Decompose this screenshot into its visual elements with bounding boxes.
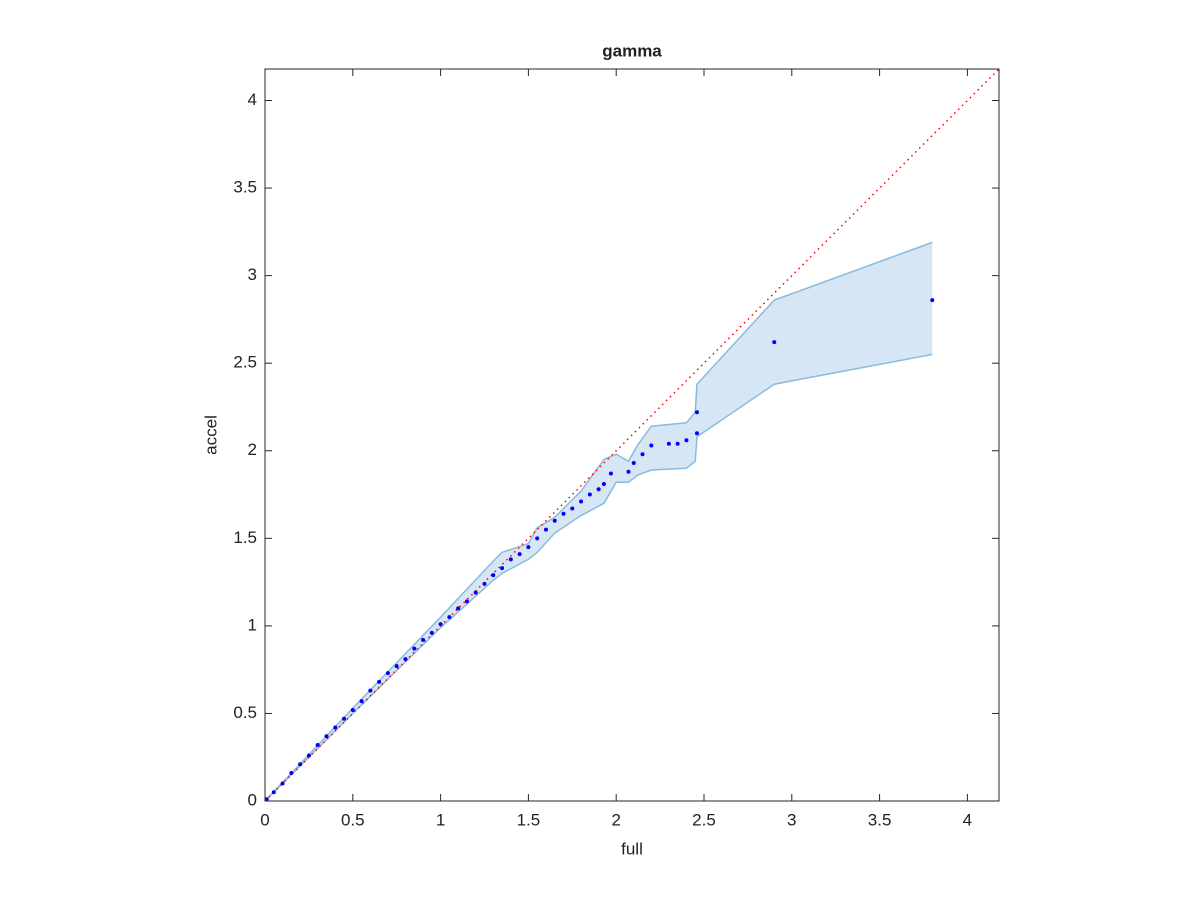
x-tick-label: 2.5: [692, 810, 716, 829]
point: [298, 762, 303, 767]
x-tick-label: 1.5: [517, 810, 541, 829]
point: [324, 734, 329, 739]
point: [649, 443, 654, 448]
y-tick-label: 3: [248, 265, 257, 284]
point: [601, 482, 606, 487]
x-tick-label: 2: [611, 810, 620, 829]
point: [543, 527, 548, 532]
point: [596, 487, 601, 492]
y-tick-label: 0: [248, 790, 257, 809]
point: [772, 340, 777, 345]
band-area: [265, 242, 933, 802]
y-tick-label: 3.5: [233, 178, 257, 197]
chart-title: gamma: [602, 41, 662, 60]
point: [264, 797, 269, 802]
point: [456, 606, 461, 611]
x-tick-label: 0: [260, 810, 269, 829]
point: [684, 438, 689, 443]
y-tick-label: 2: [248, 440, 257, 459]
point: [473, 590, 478, 595]
point: [394, 664, 399, 669]
point: [333, 725, 338, 730]
point: [271, 790, 276, 795]
point: [508, 557, 513, 562]
x-tick-label: 0.5: [341, 810, 365, 829]
point: [517, 552, 522, 557]
point: [289, 770, 294, 775]
point: [306, 753, 311, 758]
point: [464, 599, 469, 604]
point: [438, 622, 443, 627]
point: [368, 688, 373, 693]
point: [535, 536, 540, 541]
point: [342, 716, 347, 721]
y-tick-label: 0.5: [233, 703, 257, 722]
x-tick-label: 3: [787, 810, 796, 829]
point: [447, 615, 452, 620]
point: [482, 581, 487, 586]
y-tick-label: 1.5: [233, 528, 257, 547]
point: [552, 518, 557, 523]
point: [315, 742, 320, 747]
point: [359, 699, 364, 704]
reference-line: [264, 68, 1000, 802]
point: [666, 441, 671, 446]
axes-box: [264, 68, 1000, 802]
point: [675, 441, 680, 446]
x-tick-label: 3.5: [868, 810, 892, 829]
point: [608, 471, 613, 476]
point: [570, 506, 575, 511]
point: [587, 492, 592, 497]
point: [385, 671, 390, 676]
point: [526, 545, 531, 550]
y-axis-label: accel: [201, 415, 220, 455]
point: [429, 630, 434, 635]
point: [412, 646, 417, 651]
y-tick-label: 1: [248, 615, 257, 634]
x-tick-label: 1: [436, 810, 445, 829]
point: [403, 657, 408, 662]
point: [561, 511, 566, 516]
point: [626, 469, 631, 474]
point: [631, 461, 636, 466]
point: [377, 679, 382, 684]
point: [640, 452, 645, 457]
band-edge: [264, 353, 933, 802]
point: [930, 298, 935, 303]
point: [694, 410, 699, 415]
point: [421, 637, 426, 642]
point: [579, 499, 584, 504]
y-tick-label: 2.5: [233, 353, 257, 372]
point: [500, 566, 505, 571]
point: [491, 573, 496, 578]
x-axis-label: full: [621, 839, 643, 858]
y-tick-label: 4: [248, 90, 257, 109]
point: [694, 431, 699, 436]
point: [350, 707, 355, 712]
point: [280, 781, 285, 786]
x-tick-label: 4: [963, 810, 972, 829]
